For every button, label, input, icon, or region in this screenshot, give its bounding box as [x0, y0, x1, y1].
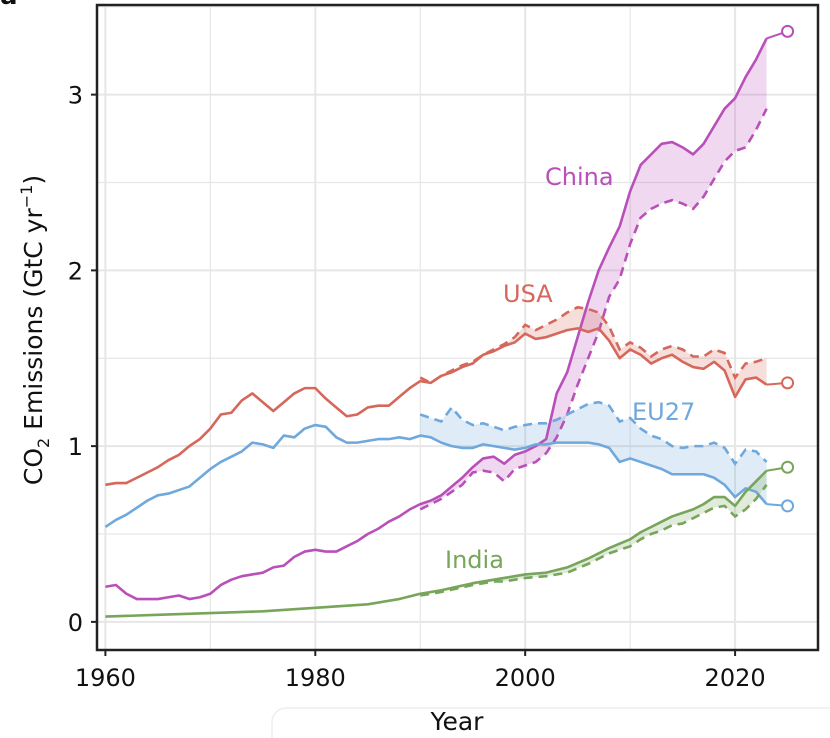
overlay-edge	[271, 707, 830, 738]
x-axis-label: Year	[430, 707, 485, 736]
eu27-territorial-line	[104, 423, 768, 529]
usa-consumption-line	[419, 305, 767, 385]
x-tick-label: 1980	[285, 664, 346, 692]
china-label: China	[545, 163, 614, 191]
eu27-band	[420, 402, 767, 505]
x-tick-label: 1960	[75, 664, 136, 692]
series-labels: China USA EU27 India	[445, 163, 695, 574]
india-projection-marker	[781, 460, 795, 474]
china-projection-marker	[781, 24, 795, 38]
china-consumption-line	[419, 108, 768, 511]
china-band	[420, 38, 767, 510]
axis-ticks: 1960 1980 2000 2020 0 1 2 3	[68, 82, 766, 692]
india-territorial-line	[105, 469, 768, 618]
y-axis-label: CO2 Emissions (GtC yr−1)	[17, 175, 53, 485]
x-tick-label: 2000	[495, 664, 556, 692]
y-tick-label: 3	[68, 82, 83, 110]
plot-frame	[95, 3, 820, 652]
y-tick-label: 0	[68, 609, 83, 637]
y-tick-label: 1	[68, 433, 83, 461]
panel-label: a	[0, 0, 18, 11]
china-territorial-line	[105, 37, 768, 601]
y-tick-label: 2	[68, 257, 83, 285]
usa-band	[420, 307, 767, 397]
fill-bands	[420, 38, 767, 596]
grid	[97, 5, 818, 650]
eu27-label: EU27	[632, 398, 695, 426]
india-label: India	[445, 546, 504, 574]
eu27-projection-marker	[781, 499, 795, 513]
usa-label: USA	[503, 280, 553, 308]
x-tick-label: 2020	[705, 664, 766, 692]
india-band	[420, 470, 767, 596]
usa-projection-marker	[781, 376, 795, 390]
series-lines	[104, 24, 795, 618]
india-consumption-line	[420, 484, 768, 597]
